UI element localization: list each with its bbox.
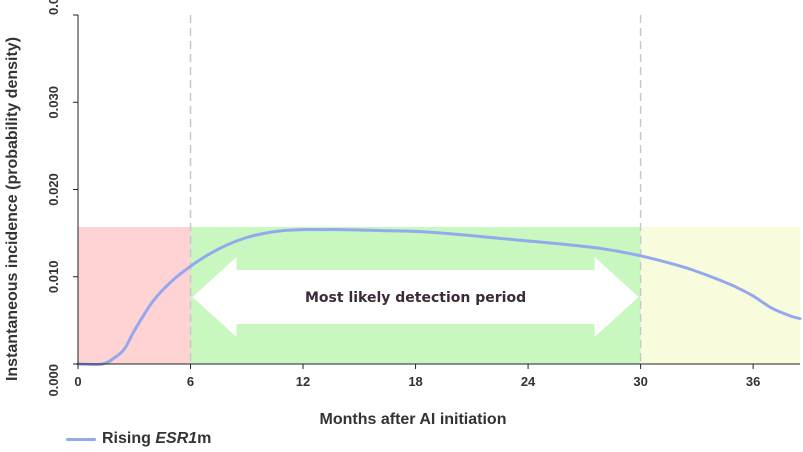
y-tick-label-0.030: 0.030 [46,86,61,119]
y-tick-label-0.000: 0.000 [46,364,61,397]
region-2 [640,227,800,364]
annotation-arrow-group: Most likely detection period [192,257,639,337]
x-axis-title: Months after AI initiation [320,411,507,428]
x-tick-label-36: 36 [746,374,760,389]
legend-suffix: m [197,430,212,447]
legend-gene: ESR1 [155,430,198,447]
detection-period-label: Most likely detection period [305,290,526,306]
x-tick-label-0: 0 [74,374,81,389]
detection-period-arrow [192,257,639,337]
x-tick-label-24: 24 [521,374,536,389]
y-axis-ticks: 0.000 0.010 0.020 0.030 0.040 [46,0,78,397]
legend: Rising ESR1m [66,428,211,450]
x-tick-label-6: 6 [187,374,194,389]
y-axis-title: Instantaneous incidence (probability den… [4,37,21,381]
x-tick-label-12: 12 [296,374,310,389]
legend-prefix: Rising [102,430,156,447]
region-0 [78,227,191,364]
y-tick-label-0.020: 0.020 [46,173,61,206]
x-tick-label-30: 30 [633,374,647,389]
y-tick-label-0.040: 0.040 [46,0,61,15]
x-axis-ticks: 0 6 12 18 24 30 36 [74,364,760,389]
legend-swatch [66,437,96,441]
y-tick-label-0.010: 0.010 [46,261,61,294]
legend-label: Rising ESR1m [102,430,211,448]
x-tick-label-18: 18 [408,374,422,389]
guide-lines [189,15,642,364]
series-line-rising-esr1m [76,228,802,367]
